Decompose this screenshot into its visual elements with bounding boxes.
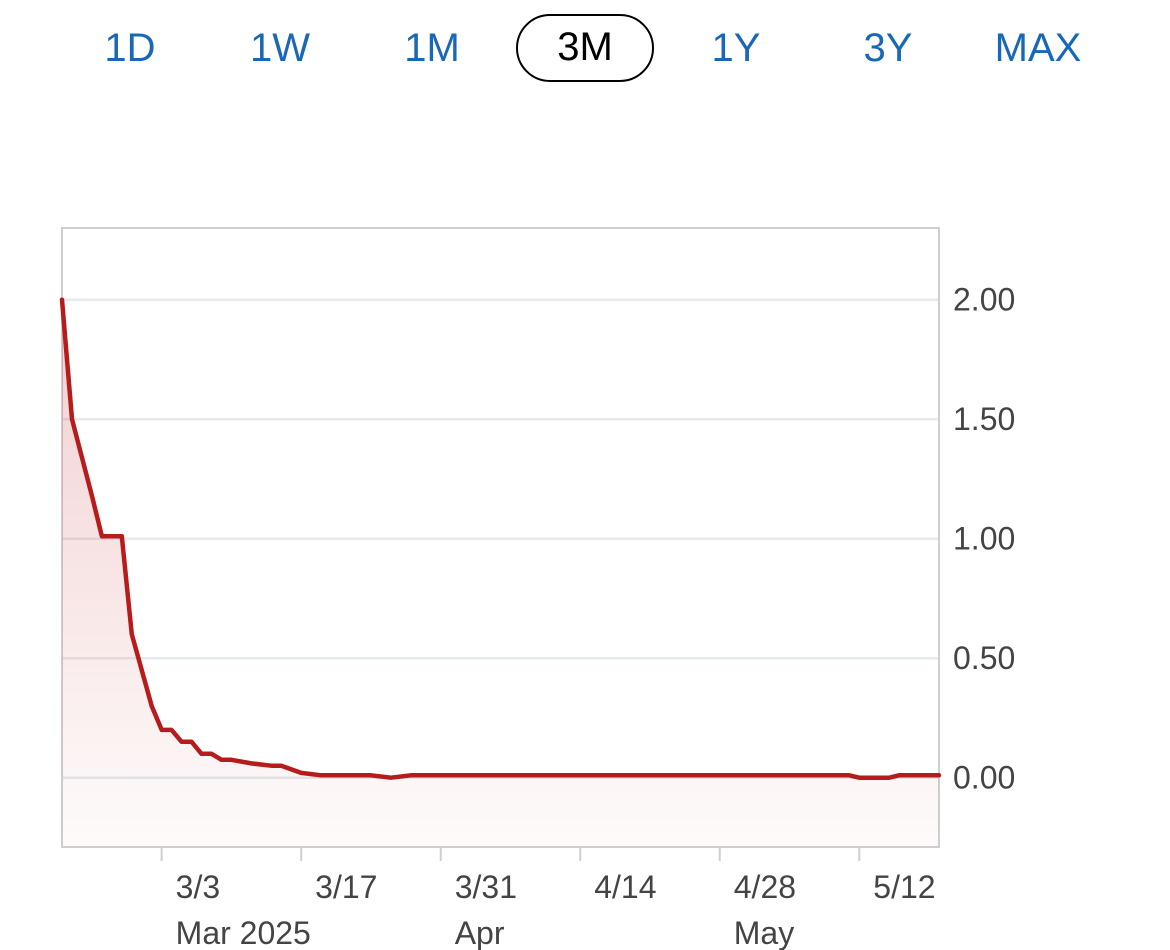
- x-tick-label: 5/12: [873, 869, 935, 905]
- y-tick-label: 2.00: [953, 282, 1015, 318]
- range-selector: 1D 1W 1M 3M 1Y 3Y MAX: [0, 0, 1170, 100]
- x-tick-label: 4/28: [734, 869, 796, 905]
- x-tick-sublabel: May: [734, 915, 794, 950]
- x-tick-sublabel: Apr: [455, 915, 505, 950]
- range-1y-button[interactable]: 1Y: [711, 26, 761, 70]
- range-1w-button[interactable]: 1W: [250, 26, 310, 70]
- area-fill: [62, 299, 939, 847]
- range-3y-button[interactable]: 3Y: [863, 26, 913, 70]
- x-tick-label: 3/3: [176, 869, 220, 905]
- gridlines: [62, 298, 939, 779]
- range-1d-button[interactable]: 1D: [104, 26, 156, 70]
- series-area: [62, 299, 939, 847]
- range-3m-button[interactable]: 3M: [516, 14, 654, 82]
- range-max-button[interactable]: MAX: [994, 26, 1082, 70]
- range-1m-button[interactable]: 1M: [404, 26, 460, 70]
- y-axis: 2.00 1.50 1.00 0.50 0.00: [953, 282, 1015, 796]
- y-tick-label: 0.00: [953, 760, 1015, 796]
- x-tick-sublabel: Mar 2025: [176, 915, 311, 950]
- series-line: [59, 297, 942, 780]
- y-tick-label: 1.50: [953, 401, 1015, 437]
- x-tick-label: 3/31: [455, 869, 517, 905]
- y-tick-label: 0.50: [953, 640, 1015, 676]
- series-path: [59, 297, 942, 780]
- x-tick-label: 4/14: [594, 869, 656, 905]
- y-tick-label: 1.00: [953, 521, 1015, 557]
- x-tick-label: 3/17: [315, 869, 377, 905]
